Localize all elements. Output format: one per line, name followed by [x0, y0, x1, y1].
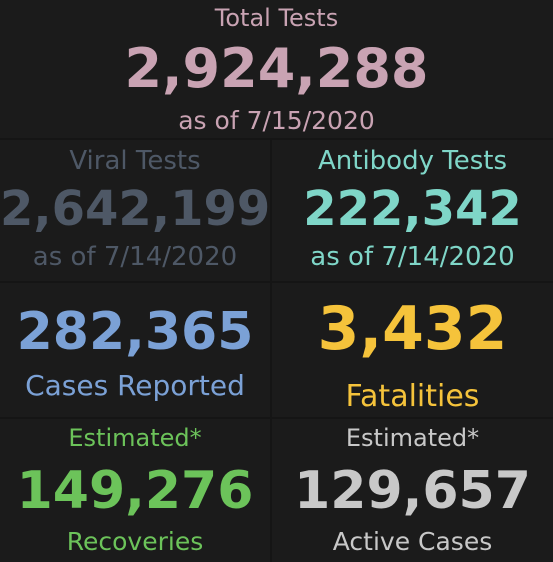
active-cases-panel[interactable]: Estimated* 129,657 Active Cases: [272, 419, 553, 562]
total-tests-value: 2,924,288: [124, 37, 429, 100]
cases-value: 282,365: [16, 302, 254, 362]
fatalities-value: 3,432: [317, 294, 508, 364]
cases-panel[interactable]: 282,365 Cases Reported: [0, 283, 270, 417]
antibody-tests-label: Antibody Tests: [318, 146, 507, 176]
fatalities-panel[interactable]: 3,432 Fatalities: [272, 283, 553, 417]
total-tests-label: Total Tests: [214, 4, 339, 32]
viral-tests-panel[interactable]: Viral Tests 2,642,199 as of 7/14/2020: [0, 140, 270, 281]
recoveries-value: 149,276: [16, 461, 254, 521]
total-tests-date: as of 7/15/2020: [178, 106, 375, 135]
total-tests-panel[interactable]: Total Tests 2,924,288 as of 7/15/2020: [0, 0, 553, 138]
recoveries-label: Recoveries: [66, 527, 204, 556]
cases-label: Cases Reported: [25, 369, 245, 402]
viral-tests-value: 2,642,199: [0, 181, 270, 237]
viral-tests-label: Viral Tests: [69, 146, 201, 176]
antibody-tests-panel[interactable]: Antibody Tests 222,342 as of 7/14/2020: [272, 140, 553, 281]
active-cases-value: 129,657: [294, 461, 531, 521]
antibody-tests-date: as of 7/14/2020: [310, 242, 515, 272]
active-estimated-label: Estimated*: [345, 424, 480, 452]
recoveries-estimated-label: Estimated*: [68, 424, 202, 452]
active-cases-label: Active Cases: [332, 527, 493, 556]
viral-tests-date: as of 7/14/2020: [32, 242, 238, 272]
fatalities-label: Fatalities: [345, 379, 480, 414]
recoveries-panel[interactable]: Estimated* 149,276 Recoveries: [0, 419, 270, 562]
antibody-tests-value: 222,342: [303, 181, 522, 237]
